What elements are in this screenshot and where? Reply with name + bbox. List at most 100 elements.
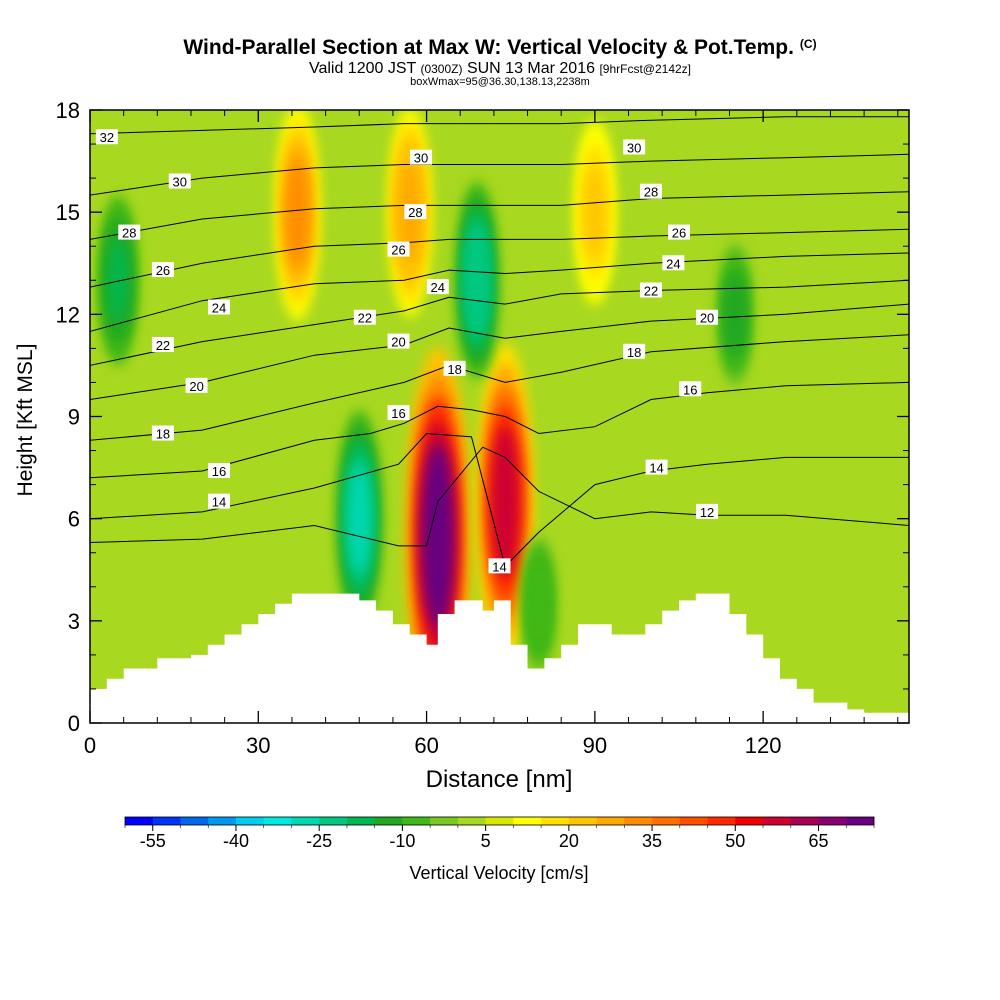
contour-label-bg-1 [168, 173, 191, 189]
colorbar-label: Vertical Velocity [cm/s] [409, 863, 589, 883]
colorbar-tick-label-7: 50 [725, 831, 745, 851]
y-tick-label-0: 0 [68, 711, 80, 736]
colorbar: -55 -40 -25 -10 5 20 35 50 65 [124, 816, 875, 851]
chart-subtitle: Valid 1200 JST (0300Z) SUN 13 Mar 2016 [… [0, 60, 1000, 78]
colorbar-tick-label-0: -55 [140, 831, 166, 851]
contour-label-bg-24 [679, 381, 702, 397]
colorbar-swatch-18 [624, 817, 653, 825]
colorbar-tick-label-2: -25 [306, 831, 332, 851]
contour-label-bg-14 [353, 309, 376, 325]
contour-label-bg-27 [645, 459, 668, 475]
contour-label-bg-25 [208, 493, 231, 509]
contour-label-12: 24 [666, 256, 680, 271]
contour-label-23: 16 [391, 406, 405, 421]
y-tick-label-12: 12 [56, 302, 80, 327]
y-axis-label: Height [Kft MSL] [14, 343, 37, 497]
colorbar-swatch-17 [596, 817, 625, 825]
colorbar-tick-label-3: -10 [389, 831, 415, 851]
contour-label-bg-16 [185, 377, 208, 393]
contour-label-5: 28 [408, 205, 422, 220]
contour-label-bg-15 [639, 282, 662, 298]
contour-label-25: 14 [212, 495, 226, 510]
contour-label-bg-18 [696, 309, 719, 325]
colorbar-swatch-11 [430, 817, 459, 825]
colorbar-swatch-22 [735, 817, 764, 825]
contour-label-14: 22 [358, 311, 372, 326]
plot-area: 32 30 30 30 28 28 28 26 26 26 24 24 24 22 22 22 20 20 20 18… [90, 110, 909, 723]
colorbar-swatch-21 [707, 817, 736, 825]
colorbar-swatch-4 [235, 817, 265, 825]
chart-title: Wind-Parallel Section at Max W: Vertical… [0, 36, 1000, 60]
terrain [90, 593, 909, 723]
y-tick-label-3: 3 [68, 609, 80, 634]
contour-label-27: 14 [649, 461, 663, 476]
contour-label-6: 28 [644, 185, 658, 200]
colorbar-swatch-12 [457, 817, 486, 825]
isentrope-lines [90, 116, 909, 568]
colorbar-swatch-24 [790, 817, 819, 825]
velocity-cell-9-4 [585, 167, 605, 258]
colorbar-swatch-3 [208, 817, 237, 825]
colorbar-tick-label-5: 20 [559, 831, 579, 851]
isentrope-28 [90, 191, 909, 240]
colorbar-swatch-20 [679, 817, 708, 825]
x-tick-label-90: 90 [583, 733, 607, 758]
y-tick-label-15: 15 [56, 200, 80, 225]
contour-label-13: 22 [156, 338, 170, 353]
forecast-info: [9hrFcst@2142z] [599, 62, 692, 76]
contour-label-0: 32 [100, 130, 114, 145]
contour-label-bg-10 [208, 299, 231, 315]
velocity-cell-3-4 [466, 232, 488, 329]
velocity-cell-0-4 [421, 444, 454, 627]
contour-label-bg-20 [443, 360, 466, 376]
isentrope-24 [90, 252, 909, 332]
contour-label-18: 20 [700, 311, 714, 326]
x-axis-label: Distance [nm] [425, 766, 573, 793]
contour-label-bg-21 [623, 343, 646, 359]
contour-label-20: 18 [447, 362, 461, 377]
x-tick-label-0: 0 [84, 733, 96, 758]
contour-label-bg-12 [662, 255, 685, 271]
contour-label-8: 26 [391, 243, 405, 258]
contour-label-bg-8 [387, 241, 410, 257]
contour-label-9: 26 [672, 226, 686, 241]
x-tick-label-120: 120 [745, 733, 782, 758]
box-wmax-info: boxWmax=95@36.30,138.13,2238m [410, 76, 590, 88]
contour-label-4: 28 [122, 226, 136, 241]
velocity-cell-7-4 [286, 159, 309, 265]
velocity-cell-5-4 [726, 278, 744, 350]
y-tick-label-9: 9 [68, 405, 80, 430]
colorbar-swatch-23 [763, 817, 792, 825]
y-tick-label-6: 6 [68, 507, 80, 532]
colorbar-swatch-9 [374, 817, 403, 825]
valid-date: SUN 13 Mar 2016 [466, 60, 595, 77]
contour-label-bg-17 [387, 333, 410, 349]
axes: 0 30 60 90 120 0 3 6 9 12 15 18 [56, 98, 909, 758]
contour-label-bg-0 [95, 129, 118, 145]
contour-label-bg-3 [623, 139, 646, 155]
contour-label-bg-28 [696, 503, 719, 519]
contour-label-7: 26 [156, 263, 170, 278]
contour-label-10: 24 [212, 301, 226, 316]
contour-label-22: 16 [212, 464, 226, 479]
contour-label-17: 20 [391, 335, 405, 350]
contour-label-bg-13 [151, 336, 174, 352]
contour-label-15: 22 [644, 283, 658, 298]
contour-label-28: 12 [700, 505, 714, 520]
contour-label-bg-23 [387, 405, 410, 421]
colorbar-swatch-19 [652, 817, 681, 825]
contour-label-11: 24 [431, 280, 445, 295]
x-tick-label-30: 30 [246, 733, 270, 758]
colorbar-swatch-25 [818, 817, 847, 825]
x-tick-label-60: 60 [414, 733, 438, 758]
isentrope-20 [90, 303, 909, 400]
contour-label-bg-4 [118, 224, 141, 240]
valid-time: Valid 1200 JST [308, 60, 416, 77]
contour-label-26: 14 [492, 559, 506, 574]
contour-label-21: 18 [627, 345, 641, 360]
colorbar-swatch-0 [125, 817, 154, 825]
contour-label-bg-11 [426, 279, 449, 295]
colorbar-swatch-7 [319, 817, 348, 825]
colorbar-swatch-16 [568, 817, 597, 825]
colorbar-swatch-6 [291, 817, 320, 825]
